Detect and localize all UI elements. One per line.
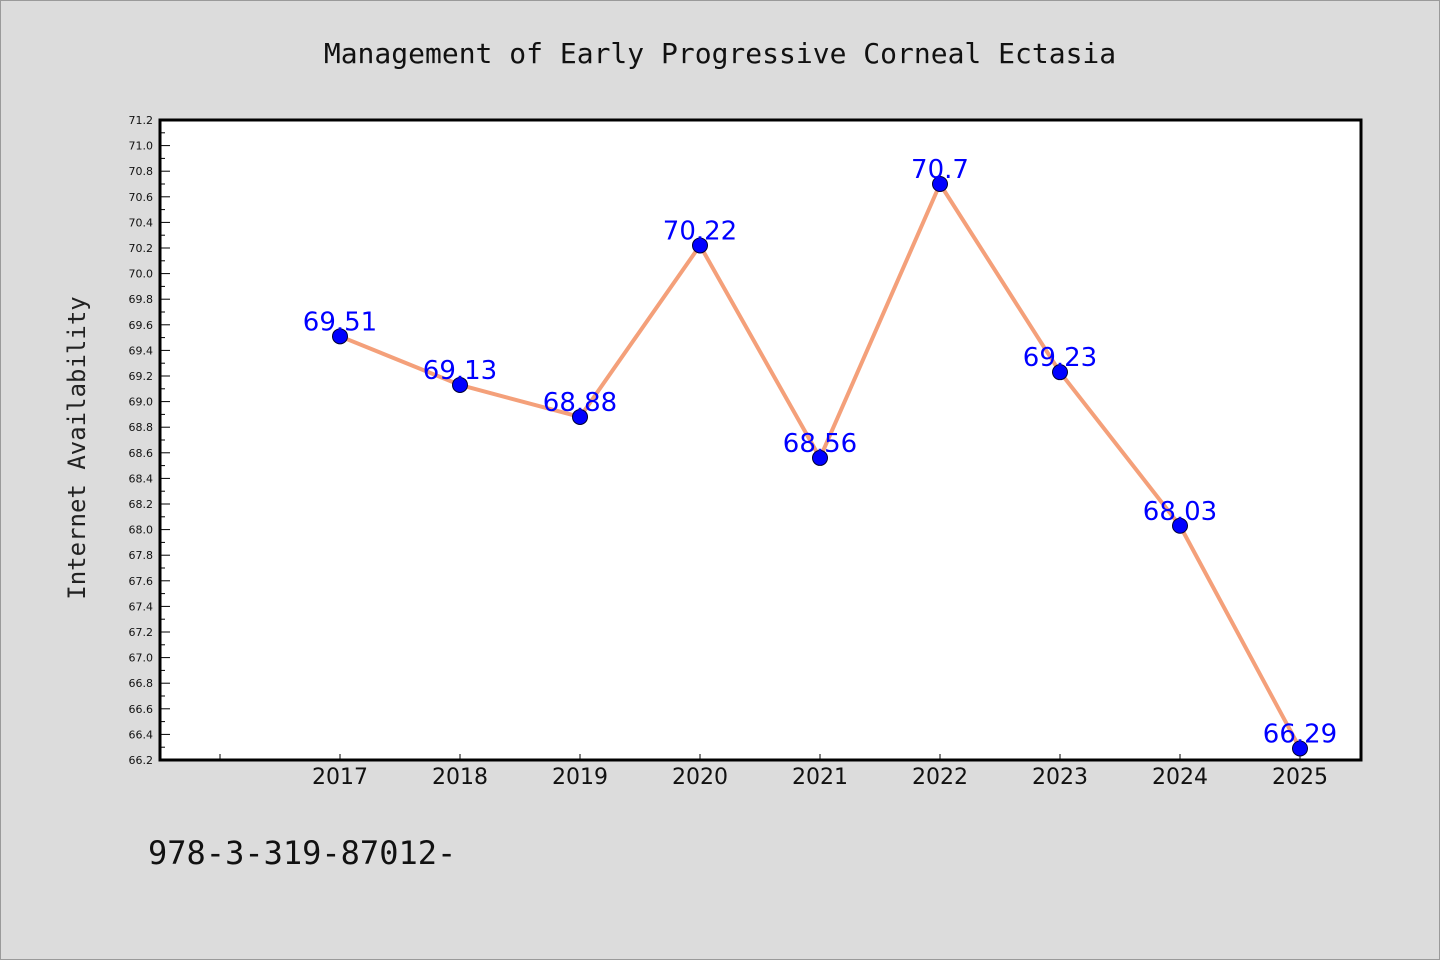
y-tick-label: 71.2 xyxy=(129,114,154,127)
data-label: 68.56 xyxy=(783,429,857,459)
y-tick-label: 70.2 xyxy=(129,242,154,255)
data-label: 69.23 xyxy=(1023,343,1097,373)
y-tick-label: 70.0 xyxy=(129,268,154,281)
y-tick-label: 66.4 xyxy=(129,728,154,741)
y-tick-label: 69.4 xyxy=(129,344,154,357)
y-tick-label: 68.0 xyxy=(129,524,154,537)
data-label: 69.51 xyxy=(303,307,377,337)
x-tick-label: 2019 xyxy=(552,765,608,790)
y-tick-label: 66.8 xyxy=(129,677,154,690)
data-label: 66.29 xyxy=(1263,719,1337,749)
data-point-marker xyxy=(1292,740,1308,757)
y-tick-label: 68.6 xyxy=(129,447,154,460)
y-tick-label: 67.4 xyxy=(129,600,154,613)
y-axis-label: Internet Availability xyxy=(63,296,91,599)
data-point-marker xyxy=(572,408,588,425)
y-tick-label: 68.4 xyxy=(129,472,154,485)
data-point-marker xyxy=(452,376,468,393)
y-tick-label: 68.2 xyxy=(129,498,154,511)
data-labels: 69.51 69.13 68.88 70.22 68.56 70.7 69.23 68.03 6… xyxy=(303,155,1337,749)
y-tick-label: 67.6 xyxy=(129,575,154,588)
y-tick-label: 71.0 xyxy=(129,140,154,153)
x-tick-label: 2018 xyxy=(432,765,488,790)
y-tick-label: 69.6 xyxy=(129,319,154,332)
y-tick-label: 70.6 xyxy=(129,191,154,204)
data-label: 68.88 xyxy=(543,388,617,418)
data-point-marker xyxy=(932,176,948,192)
plot-area xyxy=(158,118,1363,762)
chart-title: Management of Early Progressive Corneal … xyxy=(324,37,1116,70)
y-tick-label: 70.8 xyxy=(129,165,154,178)
y-tick-label: 70.4 xyxy=(129,216,154,229)
data-point-marker xyxy=(1052,364,1068,381)
y-tick-label: 69.2 xyxy=(129,370,154,383)
x-tick-label: 2023 xyxy=(1032,765,1088,790)
y-tick-label: 68.8 xyxy=(129,421,154,434)
x-tick-label: 2017 xyxy=(312,765,368,790)
x-tick-label: 2020 xyxy=(672,765,728,790)
data-point-marker xyxy=(1172,517,1188,534)
x-tick-label: 2025 xyxy=(1272,765,1328,790)
y-tick-label: 69.8 xyxy=(129,293,154,306)
data-point-marker xyxy=(692,237,708,254)
data-point-marker xyxy=(332,328,348,345)
x-tick-label: 2024 xyxy=(1152,765,1208,790)
y-tick-label: 67.2 xyxy=(129,626,154,639)
y-tick-label: 66.2 xyxy=(129,754,154,767)
data-points xyxy=(332,176,1308,757)
y-tick-label: 69.0 xyxy=(129,396,154,409)
y-axis: 66.2 66.4 66.6 66.8 67.0 67.2 67.4 67.6 67.8 68.0… xyxy=(129,114,170,767)
data-label: 70.7 xyxy=(911,155,969,185)
data-point-marker xyxy=(812,449,828,466)
x-tick-label: 2022 xyxy=(912,765,968,790)
x-tick-label: 2021 xyxy=(792,765,848,790)
data-label: 70.22 xyxy=(663,216,737,246)
y-tick-label: 67.0 xyxy=(129,652,154,665)
data-label: 69.13 xyxy=(423,356,497,386)
x-axis: 2017 2018 2019 2020 2021 2022 2023 2024 2025 xyxy=(219,754,1328,790)
y-tick-label: 66.6 xyxy=(129,703,154,716)
y-tick-label: 67.8 xyxy=(129,549,154,562)
data-label: 68.03 xyxy=(1143,497,1217,527)
footer-isbn-text: 978-3-319-87012- xyxy=(148,834,456,872)
